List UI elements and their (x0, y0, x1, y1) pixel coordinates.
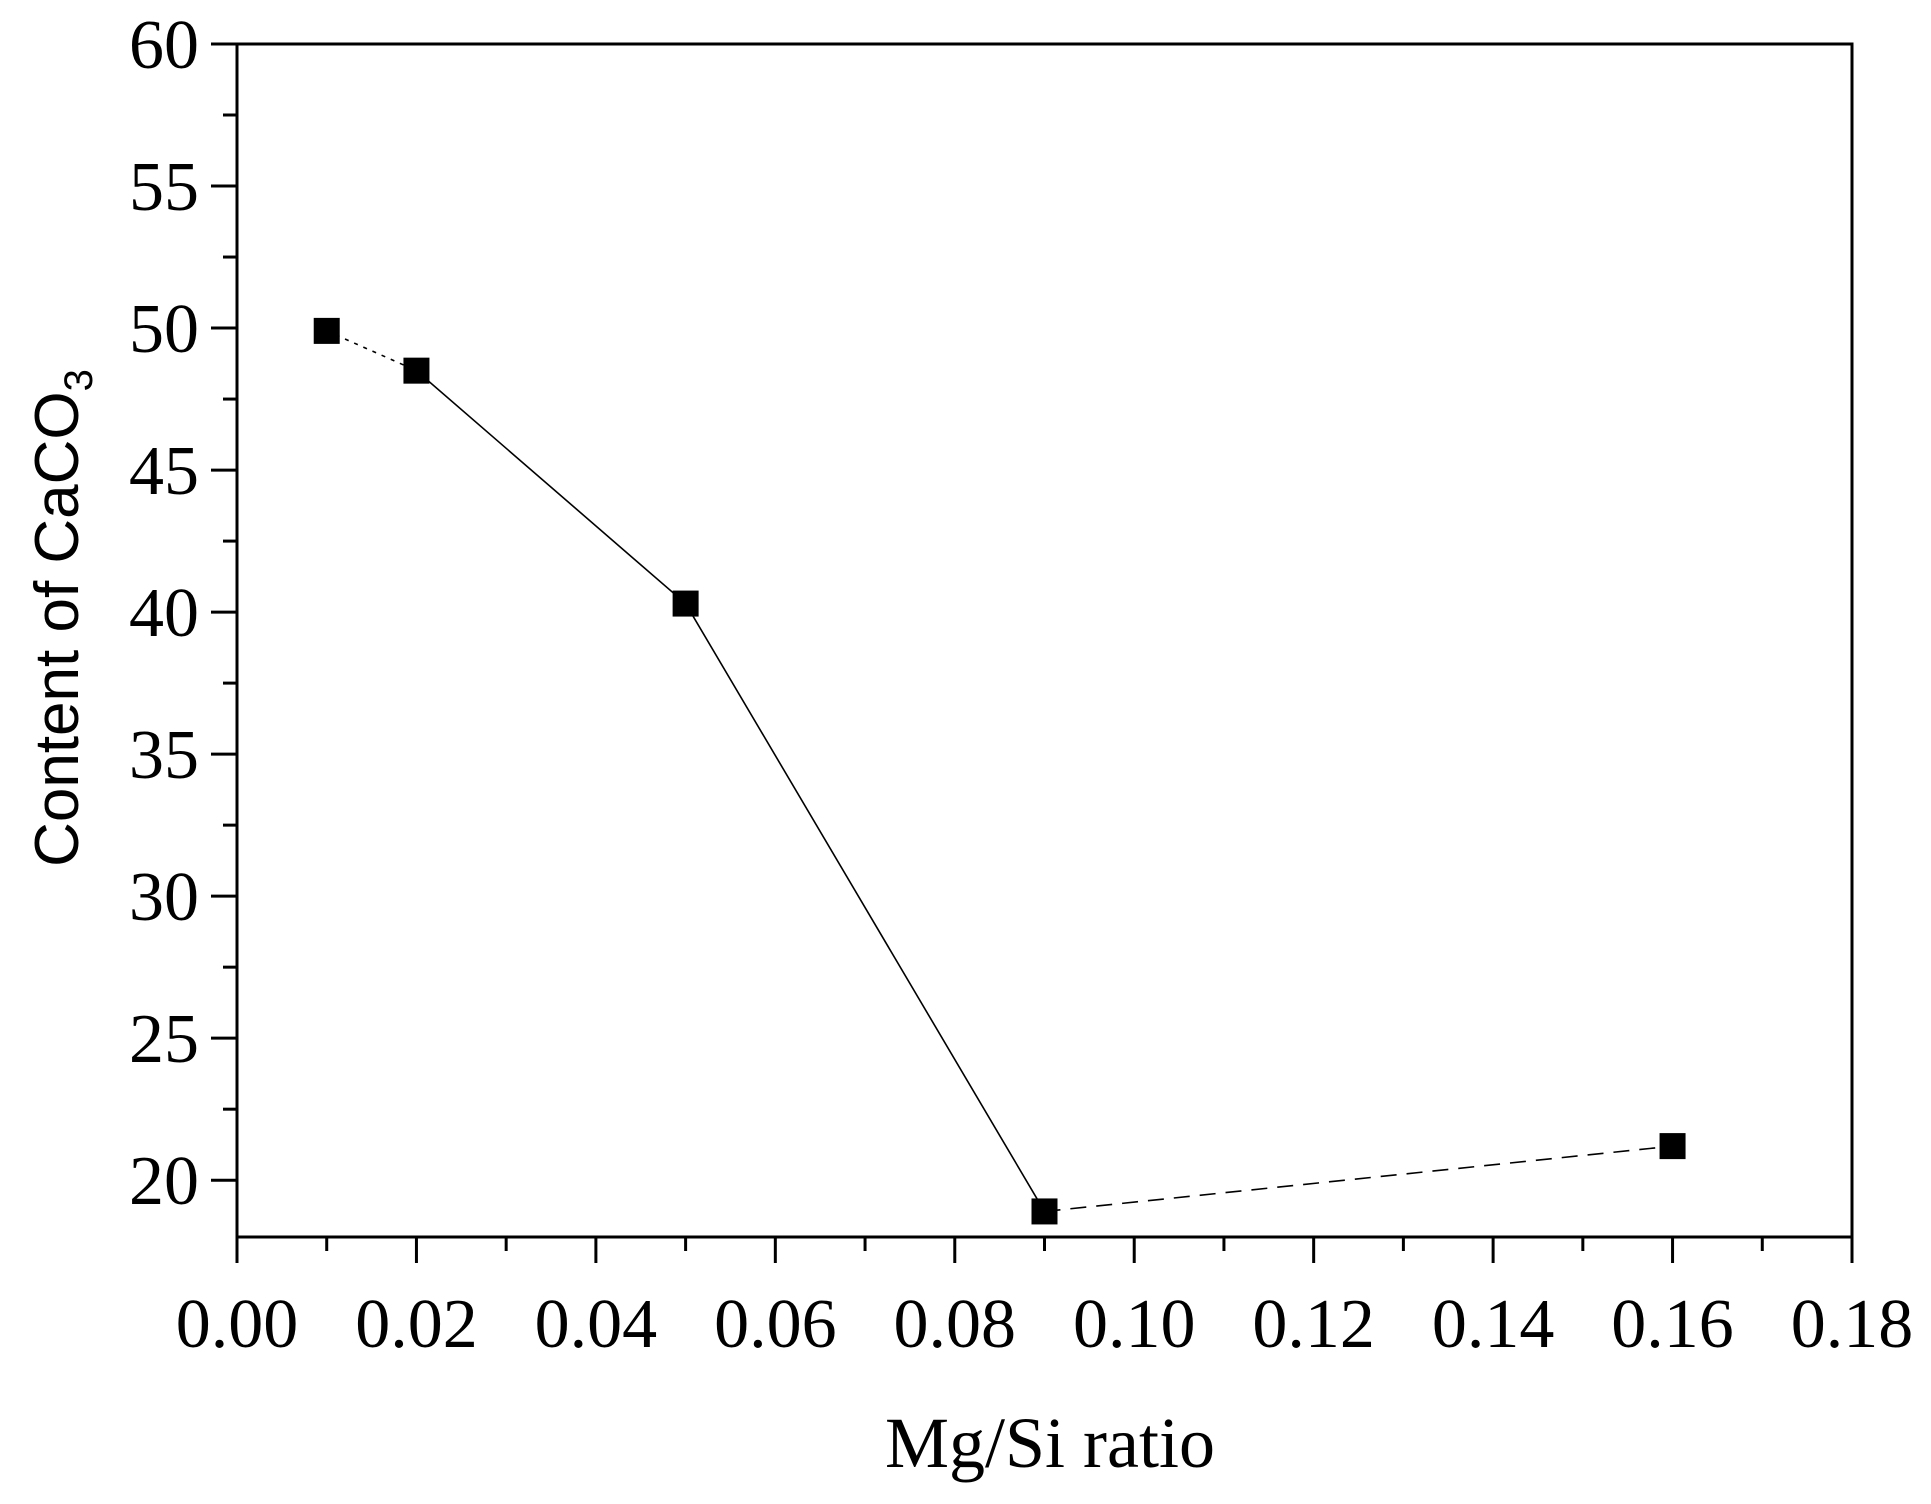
svg-text:Content of CaCO3: Content of CaCO3 (23, 369, 101, 867)
x-tick-label: 0.00 (176, 1286, 299, 1363)
axis-ticks-layer (211, 42, 1854, 1263)
x-tick-label: 0.12 (1252, 1286, 1375, 1363)
x-tick-label: 0.04 (535, 1286, 658, 1363)
series-line-segment (326, 330, 417, 372)
y-tick-label: 25 (129, 1001, 199, 1078)
plot-frame (235, 42, 1854, 1239)
data-point-square (1659, 1133, 1686, 1160)
y-axis-title-subscript: 3 (57, 369, 101, 391)
y-tick-label: 30 (129, 859, 199, 936)
plot-frame-layer (235, 42, 1854, 1239)
tick-labels-layer: 0.00 0.02 0.04 0.06 0.08 0.10 0.12 0.14 0.16 0.18… (129, 7, 1913, 1363)
data-point-square (672, 590, 699, 617)
y-tick-label: 60 (129, 7, 199, 84)
y-tick-label: 45 (129, 433, 199, 510)
x-tick-label: 0.08 (894, 1286, 1017, 1363)
data-point-square (403, 357, 430, 384)
x-tick-label: 0.10 (1073, 1286, 1196, 1363)
x-tick-label: 0.16 (1611, 1286, 1734, 1363)
x-tick-label: 0.02 (355, 1286, 478, 1363)
x-tick-label: 0.14 (1432, 1286, 1555, 1363)
y-tick-label: 40 (129, 575, 199, 652)
series-line-segment (684, 603, 1046, 1212)
x-tick-label: 0.06 (714, 1286, 837, 1363)
y-tick-label: 50 (129, 291, 199, 368)
series-line-segment (415, 370, 687, 605)
y-axis-title-main: Content of CaCO (23, 391, 92, 867)
y-tick-label: 35 (129, 717, 199, 794)
series-lines-layer (326, 330, 1673, 1213)
y-axis-title: Content of CaCO3 (23, 369, 101, 867)
data-point-square (1031, 1198, 1058, 1225)
y-tick-label: 20 (129, 1143, 199, 1220)
y-tick-label: 55 (129, 149, 199, 226)
series-markers-layer (313, 317, 1686, 1225)
data-point-square (313, 317, 340, 344)
series-line-segment (1044, 1145, 1673, 1213)
x-tick-label: 0.18 (1791, 1286, 1914, 1363)
x-axis-title: Mg/Si ratio (885, 1403, 1215, 1483)
